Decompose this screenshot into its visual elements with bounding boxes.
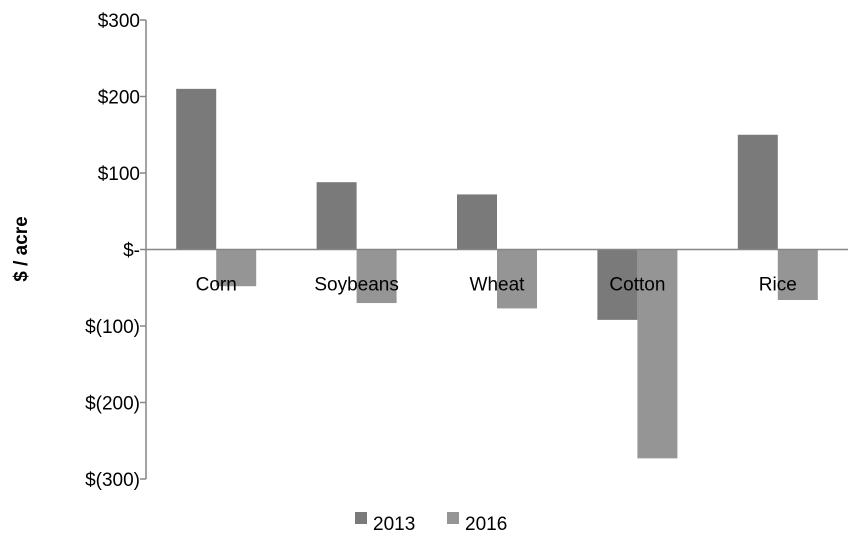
category-labels: Corn Soybeans Wheat Cotton Rice — [196, 275, 797, 296]
bars — [176, 88, 818, 459]
y-tick-label: $(300) — [85, 470, 140, 491]
bar-2013-soybeans — [316, 182, 357, 250]
y-axis-title: $ / acre — [11, 216, 32, 282]
bar-2013-wheat — [457, 194, 497, 250]
bar-2013-corn — [176, 88, 217, 250]
y-axis-ticks: $300 $200 $100 $- $(100) $(200) $(300) — [85, 11, 146, 491]
bar-2016-soybeans — [356, 249, 397, 304]
category-label: Wheat — [470, 275, 526, 296]
bar-2013-rice — [737, 134, 778, 250]
bar-2016-corn — [216, 249, 257, 287]
category-label: Cotton — [609, 275, 665, 296]
category-label: Soybeans — [314, 275, 399, 296]
legend: 2013 2016 — [355, 512, 507, 535]
y-tick-label: $- — [123, 241, 140, 262]
legend-label-2013: 2013 — [373, 514, 415, 535]
y-tick-label: $100 — [98, 164, 140, 185]
bar-2013-cotton — [597, 249, 638, 320]
category-label: Rice — [759, 275, 797, 296]
legend-label-2016: 2016 — [465, 514, 507, 535]
legend-swatch-2013 — [355, 512, 367, 524]
y-tick-label: $(200) — [85, 394, 140, 415]
bar-2016-rice — [777, 249, 818, 300]
y-tick-label: $300 — [98, 11, 140, 32]
bar-2016-wheat — [497, 249, 537, 309]
bar-2016-cotton — [637, 249, 678, 459]
category-label: Corn — [196, 275, 237, 296]
y-tick-label: $200 — [98, 88, 140, 109]
y-tick-label: $(100) — [85, 317, 140, 338]
legend-swatch-2016 — [447, 512, 459, 524]
